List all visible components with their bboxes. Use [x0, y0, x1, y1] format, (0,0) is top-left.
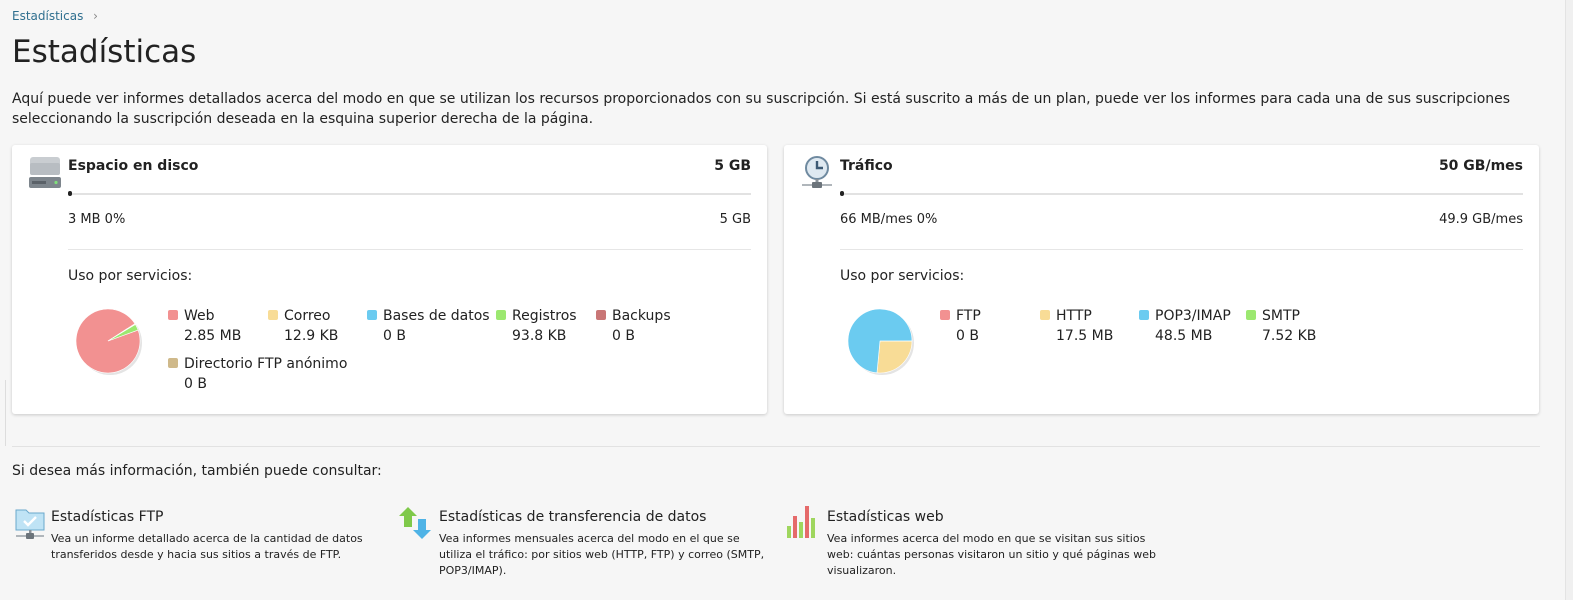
- legend-ftp: FTP 0 B: [940, 306, 981, 346]
- disk-services-pie: [75, 308, 142, 375]
- legend-swatch: [268, 310, 278, 320]
- clock-network-icon: [802, 156, 832, 188]
- breadcrumb-link-estadisticas[interactable]: Estadísticas: [12, 9, 84, 23]
- pie-slice-registros: [107, 324, 139, 342]
- link-ftp-description: Vea un informe detallado acerca de la ca…: [51, 532, 363, 561]
- hard-drive-icon: [29, 157, 61, 188]
- traffic-total: 50 GB/mes: [1438, 158, 1523, 174]
- bar-chart-icon: [787, 506, 815, 538]
- link-web-description: Vea informes acerca del modo en que se v…: [827, 532, 1157, 577]
- disk-total: 5 GB: [714, 158, 751, 174]
- section-divider: [12, 446, 1540, 447]
- link-data-transfer-statistics[interactable]: Estadísticas de transferencia de datos: [439, 509, 707, 525]
- disk-used: 3 MB 0%: [68, 212, 126, 227]
- traffic-used: 66 MB/mes 0%: [840, 212, 938, 227]
- divider: [68, 249, 751, 250]
- link-ftp-statistics[interactable]: Estadísticas FTP: [51, 509, 164, 525]
- legend-web: Web 2.85 MB: [168, 306, 241, 346]
- disk-services-label: Uso por servicios:: [68, 268, 193, 284]
- legend-swatch: [496, 310, 506, 320]
- disk-available: 5 GB: [719, 212, 751, 227]
- legend-swatch: [1139, 310, 1149, 320]
- legend-registros: Registros 93.8 KB: [496, 306, 577, 346]
- legend-swatch: [1040, 310, 1050, 320]
- divider: [840, 249, 1523, 250]
- traffic-usage-bar: [840, 191, 1523, 196]
- disk-space-card: Espacio en disco 5 GB 3 MB 0% 5 GB Uso p…: [12, 145, 767, 414]
- legend-bases-de-datos: Bases de datos 0 B: [367, 306, 490, 346]
- legend-swatch: [168, 310, 178, 320]
- traffic-usage-fill: [840, 191, 844, 196]
- traffic-available: 49.9 GB/mes: [1439, 212, 1523, 227]
- traffic-card: Tráfico 50 GB/mes 66 MB/mes 0% 49.9 GB/m…: [784, 145, 1539, 414]
- legend-directorio-ftp-anonimo: Directorio FTP anónimo 0 B: [168, 354, 347, 394]
- link-web-statistics[interactable]: Estadísticas web: [827, 509, 944, 525]
- disk-usage-fill: [68, 191, 72, 196]
- legend-swatch: [367, 310, 377, 320]
- legend-swatch: [940, 310, 950, 320]
- legend-swatch: [1246, 310, 1256, 320]
- legend-backups: Backups 0 B: [596, 306, 671, 346]
- legend-swatch: [596, 310, 606, 320]
- traffic-services-pie: [847, 308, 914, 375]
- side-panel-handle[interactable]: [0, 380, 6, 446]
- breadcrumb: Estadísticas ›: [12, 9, 98, 23]
- legend-correo: Correo 12.9 KB: [268, 306, 338, 346]
- breadcrumb-separator-icon: ›: [93, 9, 98, 23]
- legend-smtp: SMTP 7.52 KB: [1246, 306, 1316, 346]
- disk-card-title: Espacio en disco: [68, 158, 199, 174]
- page-description: Aquí puede ver informes detallados acerc…: [12, 91, 1511, 127]
- traffic-card-title: Tráfico: [840, 158, 893, 174]
- transfer-arrows-icon: [399, 507, 431, 539]
- disk-usage-bar: [68, 191, 751, 196]
- more-info-label: Si desea más información, también puede …: [12, 463, 382, 479]
- link-data-transfer-description: Vea informes mensuales acerca del modo e…: [439, 532, 765, 577]
- ftp-folder-icon: [15, 509, 45, 539]
- legend-pop3-imap: POP3/IMAP 48.5 MB: [1139, 306, 1231, 346]
- scrollbar[interactable]: [1565, 0, 1573, 600]
- legend-swatch: [168, 358, 178, 368]
- page-title: Estadísticas: [12, 34, 197, 70]
- pie-slice-http: [876, 340, 913, 374]
- legend-http: HTTP 17.5 MB: [1040, 306, 1113, 346]
- traffic-services-label: Uso por servicios:: [840, 268, 965, 284]
